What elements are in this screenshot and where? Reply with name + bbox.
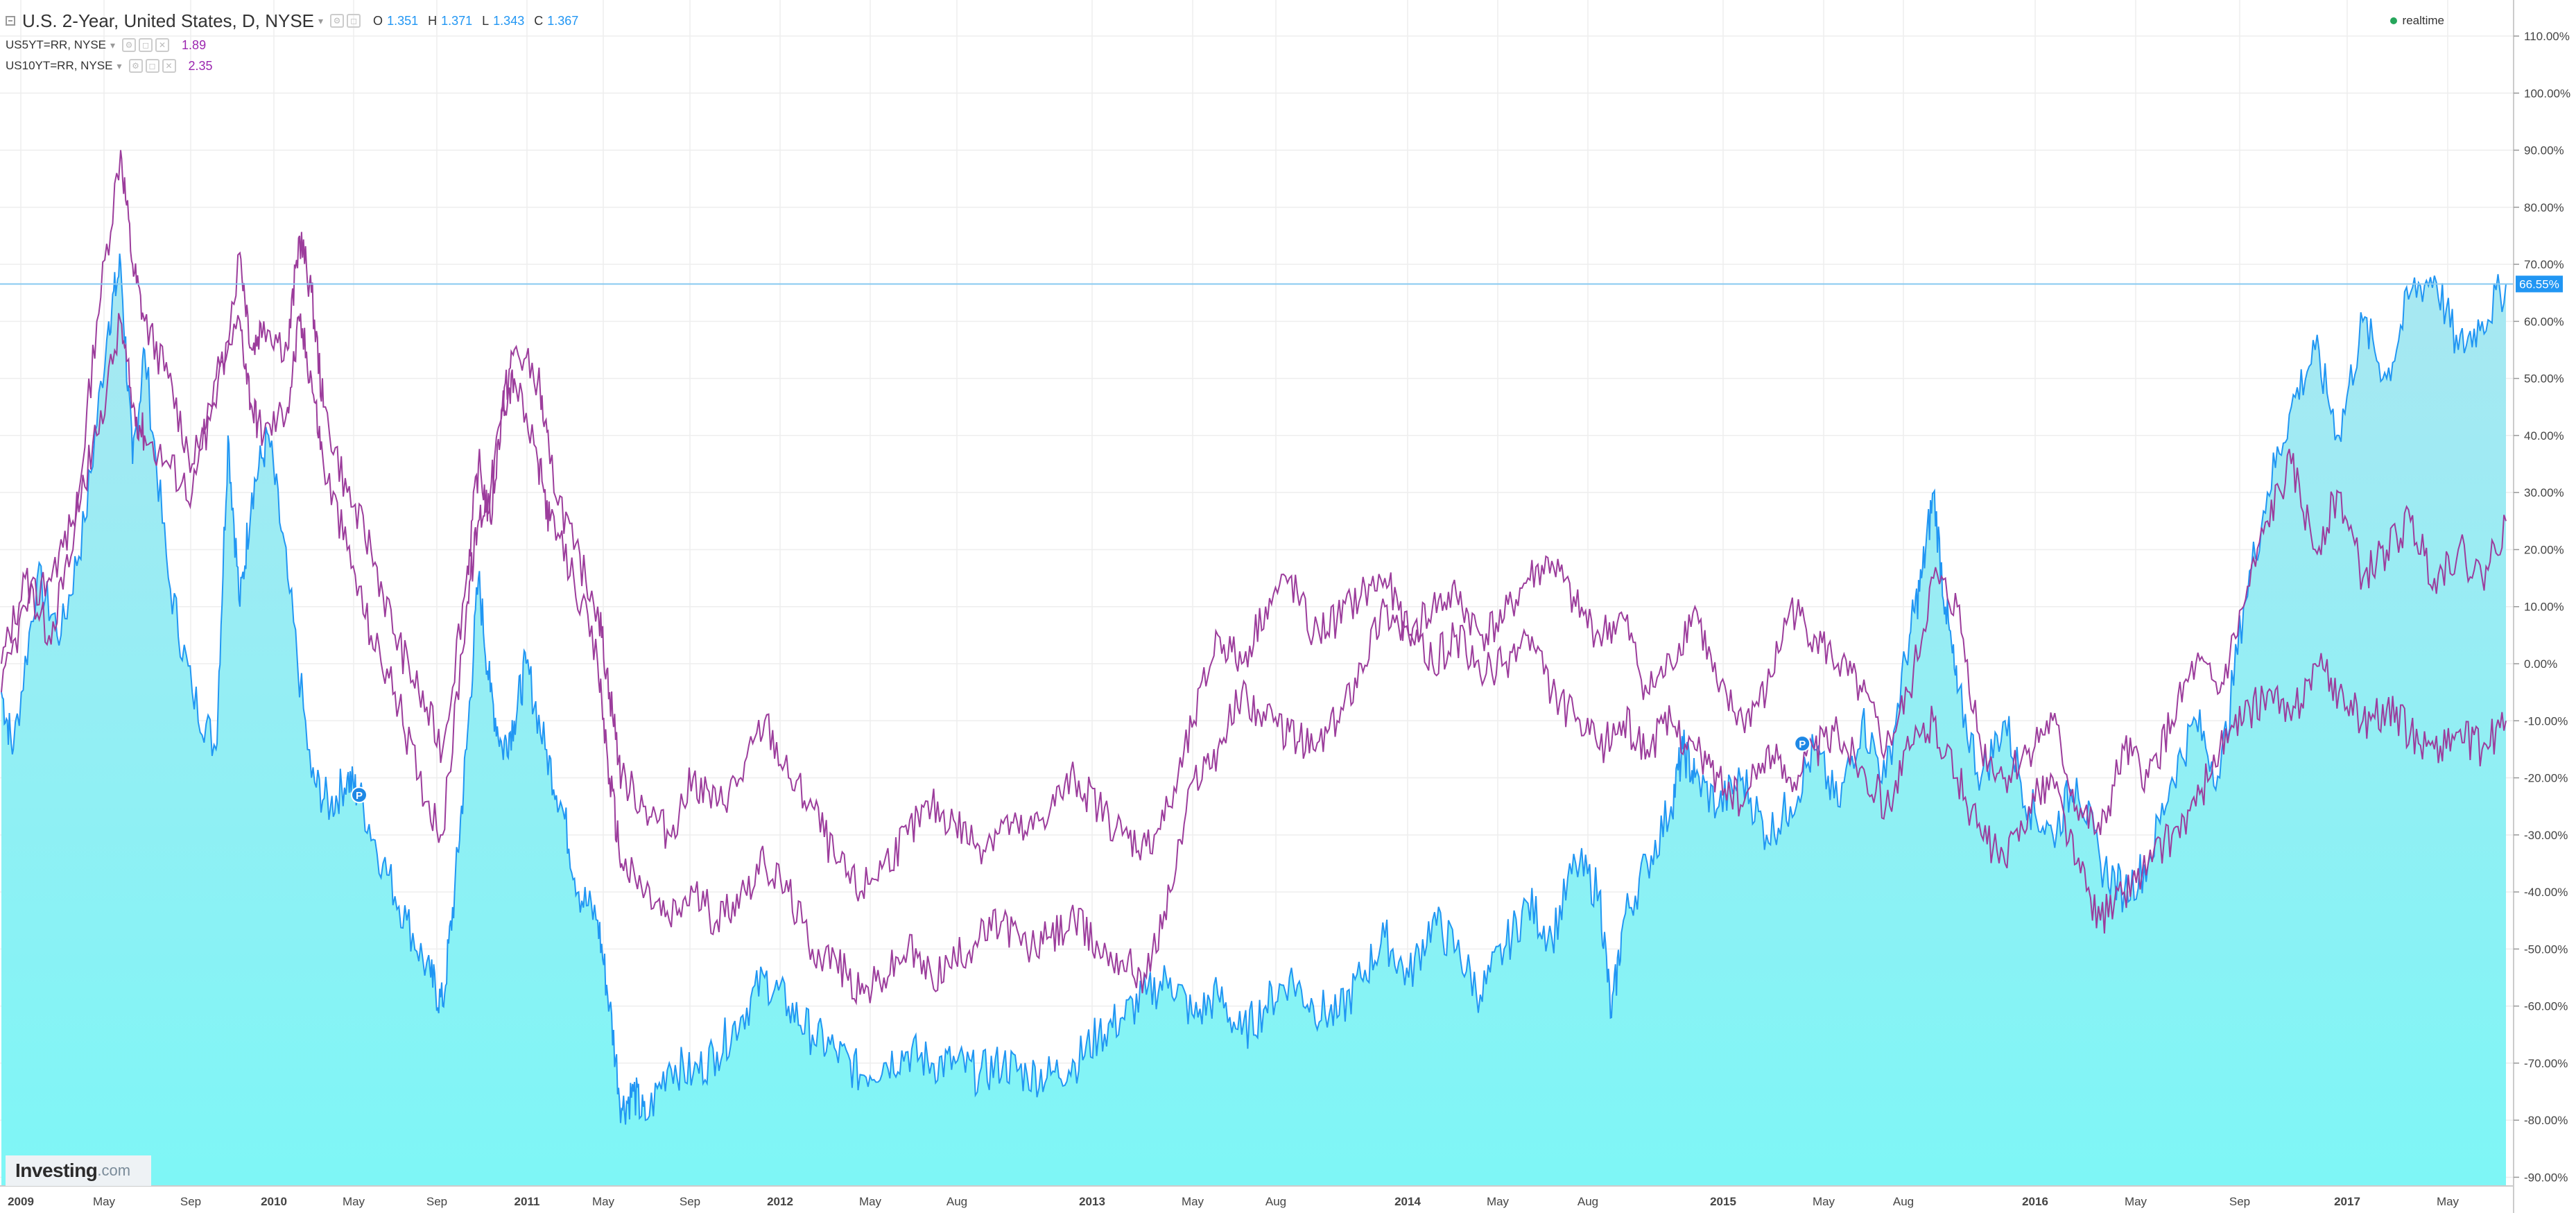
main-symbol-label[interactable]: U.S. 2-Year, United States, D, NYSE (22, 10, 315, 31)
ohlc-open-value: 1.351 (387, 13, 419, 28)
y-tick-label: -90.00% (2524, 1171, 2568, 1184)
y-tick-label: -80.00% (2524, 1114, 2568, 1127)
realtime-indicator: realtime (2389, 14, 2444, 28)
x-tick-label: May (1813, 1195, 1835, 1208)
logo-main-text: Investing (15, 1160, 98, 1181)
settings-icon[interactable]: ⚙ (122, 38, 137, 52)
x-tick-label: Aug (1265, 1195, 1286, 1208)
marks-layer: 66.55% P P (0, 275, 2563, 804)
y-tick-label: 70.00% (2524, 258, 2564, 271)
y-tick-label: 40.00% (2524, 429, 2564, 442)
event-marker-icon[interactable] (1794, 735, 1811, 752)
y-tick-label: -60.00% (2524, 1000, 2568, 1013)
x-tick-label: May (1487, 1195, 1510, 1208)
y-axis: 110.00% 100.00% 90.00% 80.00% 70.00% 60.00% 50… (2514, 30, 2570, 1184)
x-tick-label: 2011 (515, 1195, 540, 1208)
y-tick-label: 110.00% (2524, 30, 2570, 43)
x-tick-label: May (2437, 1195, 2460, 1208)
y-tick-label: -70.00% (2524, 1057, 2568, 1070)
y-tick-label: 60.00% (2524, 315, 2564, 328)
investing-logo[interactable]: Investing .com (6, 1155, 151, 1186)
legend: U.S. 2-Year, United States, D, NYSE ▾ ⚙ … (6, 7, 578, 76)
hide-icon[interactable]: ◻ (347, 14, 361, 28)
collapse-icon[interactable] (6, 16, 15, 26)
x-tick-label: May (592, 1195, 615, 1208)
compare-symbol-label[interactable]: US10YT=RR, NYSE (6, 59, 113, 72)
ohlc-low-value: 1.343 (493, 13, 525, 28)
logo-domain-text: .com (97, 1162, 131, 1179)
y-tick-label: 50.00% (2524, 372, 2564, 386)
close-icon[interactable]: ✕ (162, 59, 176, 73)
x-tick-label: 2016 (2022, 1195, 2048, 1208)
chevron-down-icon[interactable]: ▾ (116, 60, 122, 71)
ohlc-close-key: C (534, 13, 544, 28)
event-marker-icon[interactable] (351, 786, 368, 804)
y-tick-label: 30.00% (2524, 486, 2564, 499)
y-tick-label: -50.00% (2524, 943, 2568, 956)
x-tick-label: 2017 (2334, 1195, 2360, 1208)
hide-icon[interactable]: ◻ (139, 38, 153, 52)
x-tick-label: Sep (426, 1195, 447, 1208)
chevron-down-icon[interactable]: ▾ (318, 15, 324, 26)
x-tick-label: Sep (180, 1195, 201, 1208)
series-area-us2y (1, 253, 2506, 1186)
x-tick-label: May (2125, 1195, 2147, 1208)
legend-main-row[interactable]: U.S. 2-Year, United States, D, NYSE ▾ ⚙ … (6, 7, 578, 35)
series-line-us2y (1, 253, 2507, 1125)
hide-icon[interactable]: ◻ (145, 59, 159, 73)
x-tick-label: 2009 (8, 1195, 34, 1208)
x-tick-label: 2012 (767, 1195, 793, 1208)
last-value-badge (2516, 275, 2563, 293)
x-tick-label: May (93, 1195, 116, 1208)
x-tick-label: May (343, 1195, 365, 1208)
settings-icon[interactable]: ⚙ (330, 14, 345, 28)
x-tick-label: May (859, 1195, 882, 1208)
x-tick-label: 2015 (1710, 1195, 1736, 1208)
ohlc-open-key: O (373, 13, 383, 28)
y-tick-label: -30.00% (2524, 829, 2568, 842)
y-tick-label: -10.00% (2524, 714, 2568, 728)
ohlc-low-key: L (482, 13, 490, 28)
ohlc-close-value: 1.367 (547, 13, 579, 28)
settings-icon[interactable]: ⚙ (128, 59, 143, 73)
event-marker-label[interactable]: P (356, 790, 363, 802)
close-icon[interactable]: ✕ (155, 38, 170, 52)
x-tick-label: 2013 (1079, 1195, 1105, 1208)
y-tick-label: 90.00% (2524, 144, 2564, 157)
x-tick-label: Aug (946, 1195, 967, 1208)
realtime-label: realtime (2402, 14, 2444, 27)
chevron-down-icon[interactable]: ▾ (110, 39, 116, 51)
y-tick-label: 100.00% (2524, 87, 2570, 100)
compare-symbol-label[interactable]: US5YT=RR, NYSE (6, 38, 107, 51)
y-tick-label: 20.00% (2524, 543, 2564, 556)
series-layer (1, 150, 2507, 1186)
y-tick-label: -40.00% (2524, 886, 2568, 899)
x-tick-label: Aug (1893, 1195, 1914, 1208)
x-tick-label: Aug (1577, 1195, 1598, 1208)
event-marker-label[interactable]: P (1799, 739, 1806, 750)
y-tick-label: -20.00% (2524, 772, 2568, 785)
x-tick-label: 2010 (261, 1195, 287, 1208)
legend-compare-row-2[interactable]: US10YT=RR, NYSE ▾ ⚙ ◻ ✕ 2.35 (6, 55, 578, 76)
compare-value: 2.35 (188, 58, 213, 73)
y-tick-label: 10.00% (2524, 601, 2564, 614)
legend-compare-row-1[interactable]: US5YT=RR, NYSE ▾ ⚙ ◻ ✕ 1.89 (6, 35, 578, 55)
series-line-us5y (1, 150, 2507, 902)
x-axis: 2009 May Sep 2010 May Sep 2011 May Sep 2012 May Aug… (8, 1195, 2459, 1208)
last-value-label: 66.55% (2519, 277, 2559, 291)
status-dot-icon (2389, 17, 2397, 24)
compare-value: 1.89 (182, 37, 207, 52)
y-tick-label: 0.00% (2524, 657, 2557, 671)
series-line-us10y (1, 313, 2507, 1006)
y-tick-label: 80.00% (2524, 201, 2564, 214)
ohlc-high-value: 1.371 (441, 13, 473, 28)
ohlc-high-key: H (428, 13, 438, 28)
x-tick-label: May (1182, 1195, 1204, 1208)
x-tick-label: Sep (680, 1195, 700, 1208)
x-tick-label: Sep (2229, 1195, 2250, 1208)
x-tick-label: 2014 (1394, 1195, 1421, 1208)
